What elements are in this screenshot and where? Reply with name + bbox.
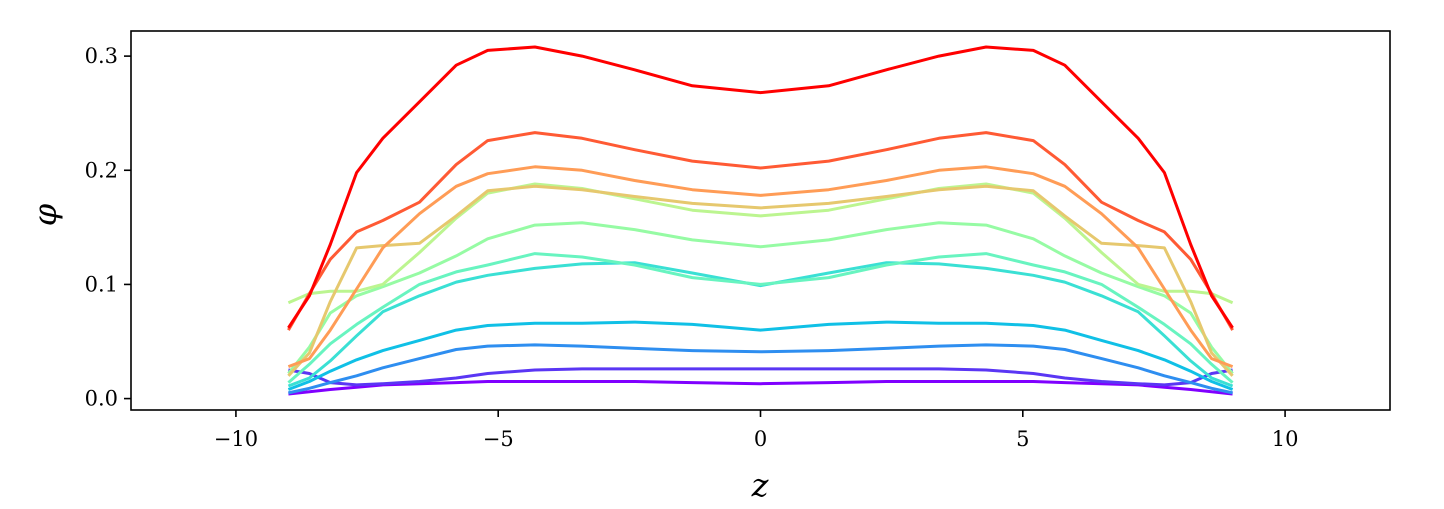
series-line-12: [287, 45, 1234, 329]
y-tick-label: 0.1: [85, 272, 118, 296]
y-tick-label: 0.0: [85, 387, 118, 411]
series-line-3: [288, 343, 1233, 395]
series-layer: [287, 45, 1234, 396]
x-axis-label: z: [751, 466, 770, 504]
series-line-1: [288, 380, 1233, 396]
series-line-10: [287, 165, 1234, 369]
series-line-4: [287, 320, 1234, 391]
series-line-2: [288, 367, 1233, 387]
series-line-7: [287, 221, 1234, 375]
series-line-11: [287, 131, 1234, 331]
x-tick-label: 5: [1016, 427, 1029, 451]
x-tick-label: 10: [1272, 427, 1299, 451]
y-tick-label: 0.3: [85, 44, 118, 68]
x-tick-label: 0: [754, 427, 767, 451]
x-tick-label: −10: [214, 427, 258, 451]
series-line-9: [287, 184, 1234, 377]
series-line-6: [287, 252, 1234, 384]
y-axis-label: φ: [26, 203, 64, 226]
series-line-8: [287, 182, 1234, 305]
y-axis: 0.0 0.1 0.2 0.3: [85, 44, 131, 411]
x-axis: −10 −5 0 5 10: [214, 410, 1299, 451]
y-tick-label: 0.2: [85, 158, 118, 182]
x-tick-label: −5: [483, 427, 514, 451]
